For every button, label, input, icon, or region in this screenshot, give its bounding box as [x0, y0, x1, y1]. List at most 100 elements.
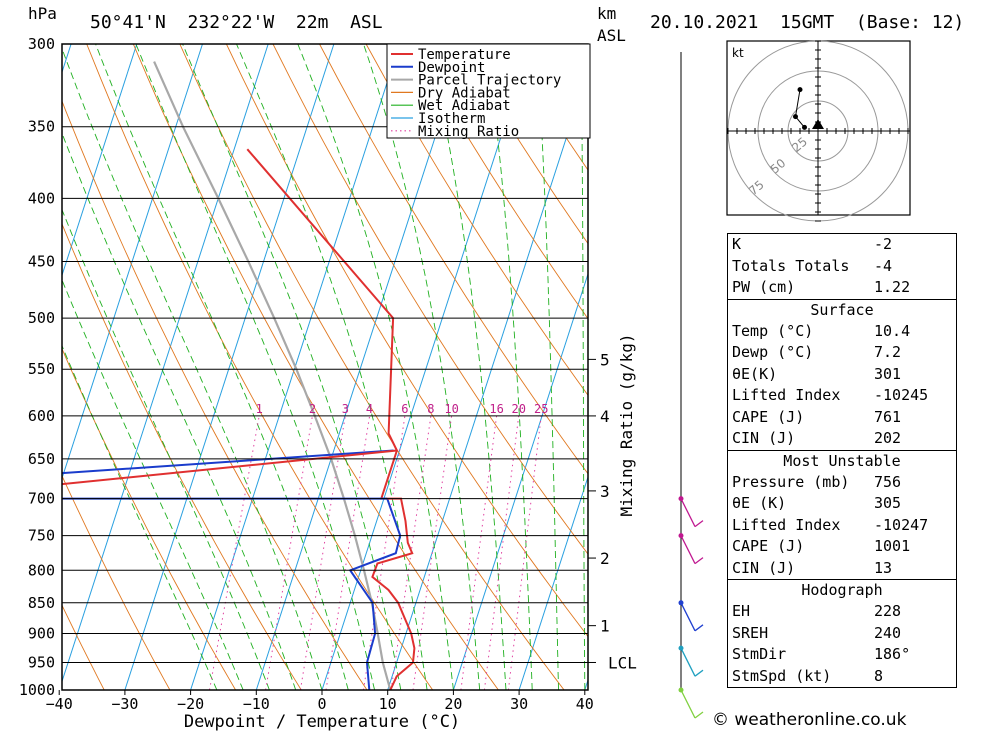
- legend-entry: Parcel Trajectory: [418, 73, 561, 89]
- mixing-ratio-line: [325, 415, 371, 690]
- wind-barb-staff: [680, 689, 696, 719]
- isotherm-line: [62, 44, 138, 277]
- dry-adiabat-line: [62, 474, 171, 690]
- mixing-ratio-line: [265, 415, 313, 690]
- x-tick-label: 20: [444, 695, 462, 713]
- legend-entry: Temperature: [418, 47, 511, 63]
- hodograph-unit-label: kt: [732, 46, 744, 60]
- mixing-ratio-label: 4: [366, 402, 373, 416]
- wind-barb-flag: [694, 557, 704, 565]
- isotherm-line: [0, 44, 5, 690]
- mixing-ratio-label: 20: [512, 402, 526, 416]
- km-tick-label: 3: [600, 482, 610, 501]
- surface-row: CIN (J) 202: [732, 429, 902, 447]
- x-tick-label: −20: [177, 695, 204, 713]
- lcl-label: LCL: [608, 653, 637, 672]
- dry-adiabat-line: [971, 44, 1000, 690]
- most-unstable-row: CIN (J) 13: [732, 558, 893, 577]
- mixing-ratio-line: [299, 415, 346, 690]
- temperature-line: [62, 449, 397, 486]
- x-tick-label: 30: [510, 695, 528, 713]
- hodograph-title: Hodograph: [801, 581, 883, 599]
- dewpoint-line: [62, 449, 394, 475]
- mixing-ratio-label: 3: [342, 402, 349, 416]
- surface-title: Surface: [810, 300, 874, 319]
- k-index-row: K -2: [732, 235, 893, 253]
- mixing-ratio-label: 2: [309, 402, 316, 416]
- wind-barb-staff: [680, 498, 696, 527]
- mixing-ratio-label: 10: [444, 402, 458, 416]
- most-unstable-row: CAPE (J) 1001: [732, 537, 911, 555]
- isotherm-line: [255, 44, 466, 690]
- storm-motion-marker: [812, 119, 824, 129]
- mixing-ratio-line: [209, 415, 260, 690]
- plot-frame: [61, 43, 589, 691]
- pressure-tick-label: 300: [28, 35, 55, 53]
- location-label: 50°41'N 232°22'W 22m ASL: [90, 12, 383, 33]
- datetime-label: 20.10.2021 15GMT (Base: 12): [650, 12, 965, 33]
- km-tick-label: 4: [600, 407, 610, 426]
- surface-row: Temp (°C) 10.4: [732, 321, 911, 340]
- x-tick-label: −40: [46, 695, 73, 713]
- dry-adiabat-line: [225, 44, 588, 638]
- isotherm-line: [518, 475, 588, 690]
- km-tick-label: 5: [600, 350, 610, 369]
- mixing-ratio-label: 1: [256, 402, 263, 416]
- dry-adiabat-line: [62, 99, 368, 690]
- pressure-tick-label: 450: [28, 253, 55, 271]
- pressure-tick-label: 350: [28, 118, 55, 136]
- hodograph-point: [802, 124, 807, 130]
- legend-entry: Isotherm: [418, 111, 485, 127]
- mixing-ratio-label: 16: [489, 402, 503, 416]
- isotherm-line: [321, 44, 532, 690]
- mixing-ratio-label: 6: [401, 402, 408, 416]
- pressure-tick-label: 1000: [19, 681, 55, 699]
- legend-entry: Dewpoint: [418, 60, 485, 76]
- wind-barb-flag: [694, 669, 704, 677]
- dry-adiabat-line: [62, 604, 105, 690]
- legend-entry: Mixing Ratio: [418, 124, 519, 140]
- wet-adiabat-line: [135, 44, 376, 690]
- dry-adiabat-line: [412, 44, 588, 320]
- pressure-tick-label: 750: [28, 527, 55, 545]
- wind-barb-flag: [694, 711, 704, 719]
- surface-row: Lifted Index -10245: [732, 386, 929, 404]
- surface-section: Surface Temp (°C) 10.4 Dewp (°C) 7.2 θE(K)…: [728, 300, 956, 451]
- temperature-line: [246, 148, 416, 690]
- legend-entry: Wet Adiabat: [418, 98, 511, 114]
- most-unstable-row: Pressure (mb) 756: [732, 472, 902, 491]
- km-tick-label: 2: [600, 549, 610, 568]
- pressure-tick-label: 650: [28, 450, 55, 468]
- mixing-ratio-label: 8: [427, 402, 434, 416]
- pressure-tick-label: 600: [28, 407, 55, 425]
- pressure-tick-label: 800: [28, 561, 55, 579]
- isotherm-line: [387, 69, 588, 690]
- indices-table: K -2 Totals Totals -4 PW (cm) 1.22 Surface …: [727, 233, 957, 688]
- indices-section: K -2 Totals Totals -4 PW (cm) 1.22: [728, 234, 956, 300]
- hodograph-row: StmDir 186°: [732, 645, 911, 663]
- wet-adiabat-line: [236, 44, 428, 690]
- surface-row: Dewp (°C) 7.2: [732, 343, 902, 361]
- mixing-ratio-axis-label: Mixing Ratio (g/kg): [617, 333, 636, 516]
- wet-adiabat-line: [580, 44, 586, 690]
- x-tick-label: 10: [379, 695, 397, 713]
- isotherm-line: [124, 44, 335, 690]
- wind-barb-staff: [680, 535, 696, 564]
- pressure-tick-label: 950: [28, 653, 55, 671]
- pw-row: PW (cm) 1.22: [732, 278, 911, 296]
- pressure-tick-label: 550: [28, 360, 55, 378]
- most-unstable-row: Lifted Index -10247: [732, 515, 929, 534]
- km-tick-label: 1: [600, 617, 610, 636]
- pressure-tick-label: 850: [28, 594, 55, 612]
- wet-adiabat-line: [427, 44, 507, 690]
- x-axis-label: Dewpoint / Temperature (°C): [184, 712, 460, 732]
- pressure-tick-label: 400: [28, 189, 55, 207]
- pressure-tick-label: 500: [28, 309, 55, 327]
- wind-barb-staff: [680, 647, 696, 677]
- x-tick-label: 0: [317, 695, 326, 713]
- dry-adiabat-line: [365, 44, 588, 396]
- wind-barb-flag: [694, 624, 704, 632]
- dry-adiabat-line: [319, 44, 588, 475]
- wind-barb-staff: [680, 602, 696, 632]
